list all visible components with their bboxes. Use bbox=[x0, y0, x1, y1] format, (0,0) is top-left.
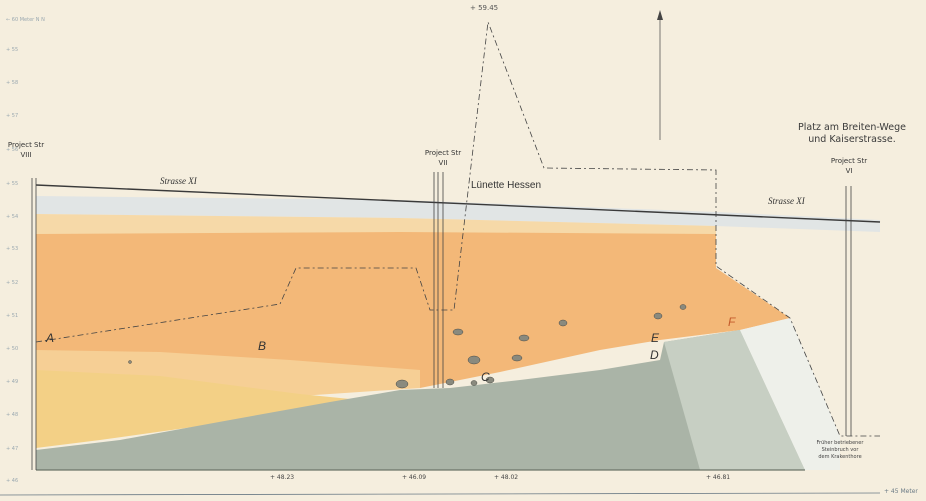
project-street-vii-label: Project Str VII bbox=[420, 148, 466, 168]
quarry-note-line: Steinbruch vor bbox=[821, 447, 859, 453]
lunette-label: Lünette Hessen bbox=[471, 180, 542, 191]
quarry-rock-wedge bbox=[664, 330, 805, 470]
layer-letter-b: B bbox=[258, 339, 267, 353]
project-post-vi bbox=[845, 186, 852, 436]
level-label: + 48.23 bbox=[270, 474, 295, 481]
layer-letter-d: D bbox=[650, 348, 659, 362]
quarry-note: Früher betriebener Steinbruch vor dem Kr… bbox=[800, 440, 880, 461]
project-street-numeral: VIII bbox=[20, 151, 32, 159]
scale-label: + 58 bbox=[6, 80, 19, 86]
street-label-right: Strasse XI bbox=[768, 196, 805, 206]
project-street-label: Project Str bbox=[424, 149, 462, 157]
scale-label: + 55 bbox=[6, 181, 19, 187]
project-post-vii bbox=[433, 172, 444, 388]
scale-label: + 56 bbox=[6, 147, 19, 153]
scale-label: + 49 bbox=[6, 379, 19, 385]
orange-sand-layer bbox=[36, 232, 790, 388]
scale-label: + 52 bbox=[6, 280, 19, 286]
scale-label: + 47 bbox=[6, 446, 19, 452]
project-street-numeral: VI bbox=[845, 167, 853, 175]
yellow-sand-wedge bbox=[36, 370, 360, 448]
project-post-viii bbox=[31, 178, 37, 470]
scale-label: + 53 bbox=[6, 246, 19, 252]
peak-elevation-label: + 59.45 bbox=[470, 4, 499, 12]
project-street-label: Project Str bbox=[830, 157, 868, 165]
section-title: Platz am Breiten-Wege und Kaiserstrasse. bbox=[786, 122, 918, 146]
street-label-left: Strasse XI bbox=[160, 176, 197, 186]
project-street-vi-label: Project Str VI bbox=[826, 156, 872, 176]
scale-label: + 50 bbox=[6, 346, 19, 352]
sky-band bbox=[36, 196, 880, 232]
scale-label: + 51 bbox=[6, 313, 19, 319]
level-label: + 46.09 bbox=[402, 474, 427, 481]
layer-letter-c: C bbox=[481, 370, 490, 384]
scale-label: + 46 bbox=[6, 478, 19, 484]
quarry-note-line: Früher betriebener bbox=[816, 440, 864, 446]
section-title-line2: und Kaiserstrasse. bbox=[808, 134, 896, 145]
level-label: + 48.02 bbox=[494, 474, 519, 481]
level-label: + 46.81 bbox=[706, 474, 731, 481]
scale-label: + 55 bbox=[6, 47, 19, 53]
layer-letter-f: F bbox=[728, 315, 736, 329]
scale-label: + 54 bbox=[6, 214, 19, 220]
datum-label: + 45 Meter bbox=[884, 488, 918, 495]
quarry-note-line: dem Krakenthore bbox=[818, 454, 862, 460]
project-street-numeral: VII bbox=[438, 159, 448, 167]
grey-rock-layer bbox=[36, 330, 805, 470]
lunette-outline bbox=[35, 21, 880, 437]
section-title-line1: Platz am Breiten-Wege bbox=[798, 122, 906, 133]
project-street-viii-label: Project Str VIII bbox=[4, 140, 48, 160]
quarry-pale-area bbox=[740, 318, 840, 470]
layer-letter-a: A bbox=[46, 331, 55, 345]
layer-letter-e: E bbox=[651, 331, 660, 345]
boulders bbox=[128, 304, 687, 389]
project-street-label: Project Str bbox=[7, 141, 45, 149]
scale-label: + 57 bbox=[6, 113, 19, 119]
scale-label: + 48 bbox=[6, 412, 19, 418]
scale-label-60: ← 60 Meter N N bbox=[6, 17, 45, 23]
street-line bbox=[35, 184, 881, 223]
